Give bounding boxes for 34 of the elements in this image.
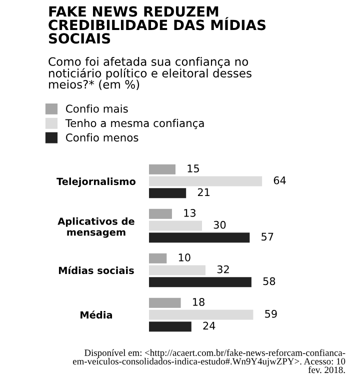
data-label: 18	[193, 298, 204, 306]
bar	[149, 164, 176, 174]
bar	[149, 232, 250, 243]
bar	[149, 322, 192, 332]
chart-title: FAKE NEWS REDUZEM CREDIBILIDADE DAS MÍDIAS SOCIAIS	[48, 6, 266, 44]
data-label: 59	[265, 310, 277, 318]
data-label: 58	[263, 277, 276, 286]
bar	[149, 253, 167, 264]
data-label: 64	[274, 176, 286, 184]
data-label: 30	[214, 220, 226, 229]
legend-label: Confio mais	[66, 104, 128, 113]
bar	[149, 298, 181, 308]
bar	[149, 220, 202, 231]
data-label: 32	[217, 265, 229, 274]
data-label: 24	[203, 322, 216, 330]
chart-subtitle: Como foi afetada sua confiança no noticiário político e eleitoral desses meios?* (em %)	[48, 57, 252, 90]
legend-label: Confio menos	[66, 133, 138, 142]
data-label: 13	[184, 209, 196, 217]
data-label: 15	[188, 164, 199, 172]
bar	[149, 310, 254, 320]
bar	[149, 265, 206, 276]
bar	[149, 208, 172, 219]
bar	[149, 188, 186, 198]
y-tick-label: Telejornalismo	[56, 178, 136, 188]
bar	[149, 176, 262, 186]
legend-label: Tenho a mesma confiança	[65, 118, 204, 130]
text: Disponível em: <http://acaert.com.br/fake-news-reforcam-confianca- em-veiculos-consolidados-indica-estudo#.Wn9Y4ujwZPY>. Acesso: 10 fev. 2018.	[73, 349, 346, 374]
y-tick-label: Média	[80, 310, 112, 319]
y-tick-label: Aplicativos de mensagem	[58, 217, 134, 238]
data-label: 57	[262, 232, 274, 241]
bar	[149, 277, 252, 288]
data-label: 21	[198, 188, 210, 196]
y-tick-label: Mídias sociais	[58, 266, 134, 274]
data-label: 10	[178, 254, 190, 262]
